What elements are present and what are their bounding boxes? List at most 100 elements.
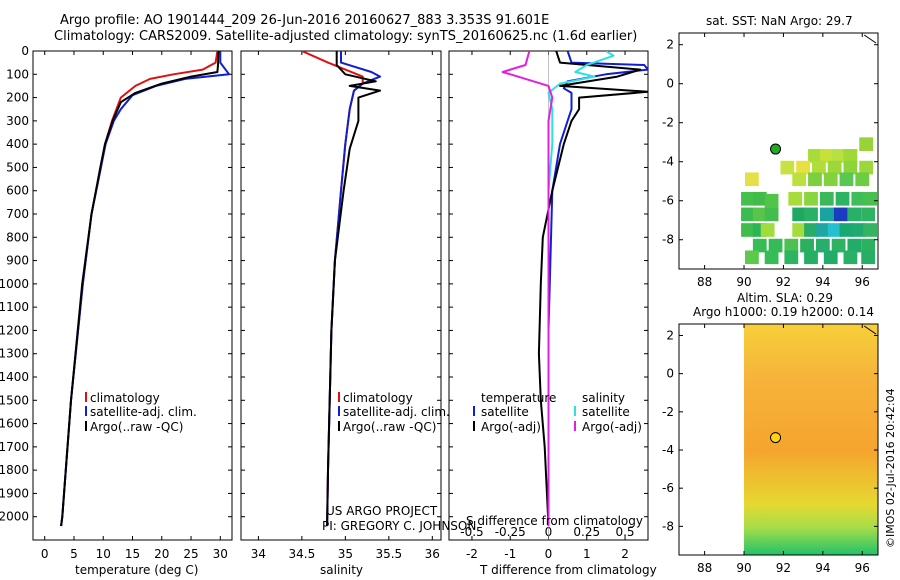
series-group-salinity	[301, 51, 382, 527]
sst-cell	[831, 238, 846, 253]
depth-tick-label: 800	[6, 230, 29, 244]
map-frame-sla_map	[678, 323, 879, 556]
sst-cell	[804, 191, 818, 206]
map-x-tick-label: 92	[776, 561, 791, 575]
x-tick-label-temperature: 30	[213, 547, 228, 561]
sst-cell	[764, 250, 779, 265]
x-tick-label-temperature: 15	[125, 547, 140, 561]
panel-frame-salinity	[240, 50, 442, 541]
map-y-tick-label: 2	[666, 328, 674, 342]
map-y-tick-label: -6	[662, 481, 674, 495]
sst-cell	[808, 172, 822, 187]
sst-cell	[827, 160, 842, 175]
line-satellite-adj-clim-	[326, 51, 382, 527]
map-x-tick-label: 96	[855, 275, 870, 289]
diff-legend-t-argo: Argo(-adj)	[481, 420, 541, 434]
line-argo-raw-qc-	[60, 51, 220, 527]
sst-cell	[804, 223, 818, 237]
x-tick-label-difference: 1	[583, 547, 591, 561]
x-tick-label-temperature: 5	[70, 547, 78, 561]
map-x-tick-label: 94	[815, 275, 830, 289]
sst-cell	[788, 191, 803, 206]
x-tick-label-temperature: 0	[41, 547, 49, 561]
sla-map-subtitle: Argo h1000: 0.19 h2000: 0.14	[693, 305, 874, 319]
map-y-tick-label: -6	[662, 194, 674, 208]
sst-cell	[843, 160, 858, 175]
depth-tick-label: 600	[6, 184, 29, 198]
sst-cell	[815, 238, 830, 253]
sst-cell	[823, 250, 838, 265]
coastline	[863, 34, 877, 44]
map-x-tick-label: 88	[697, 561, 712, 575]
line-argo-raw-qc-	[326, 51, 382, 527]
title-line-1: Argo profile: AO 1901444_209 26-Jun-2016…	[60, 13, 550, 28]
sst-cell	[792, 172, 807, 187]
sst-cell	[861, 238, 876, 253]
line-climatology	[60, 51, 219, 527]
map-y-tick-label: 0	[666, 77, 674, 91]
sst-cell	[843, 250, 858, 265]
sst-cell	[819, 191, 834, 206]
sst-cell	[843, 149, 858, 163]
temp-legend-satellite: satellite-adj. clim.	[90, 405, 197, 419]
s-diff-tick-label: -0.5	[460, 525, 483, 539]
map-y-tick-label: -8	[662, 233, 674, 247]
depth-tick-label: 1700	[0, 440, 29, 454]
sst-cell	[815, 223, 830, 237]
x-tick-label-difference: -1	[504, 547, 516, 561]
sst-cell	[861, 250, 876, 265]
sst-cell	[839, 223, 854, 237]
depth-tick-label: 1000	[0, 277, 29, 291]
profile-location-marker	[770, 143, 782, 155]
temp-legend-climatology: climatology	[90, 391, 160, 405]
temperature-xlabel: temperature (deg C)	[75, 563, 199, 577]
depth-tick-label: 1100	[0, 300, 29, 314]
sst-cell	[861, 207, 876, 222]
profile-location-marker	[770, 432, 782, 444]
line-t-satellite	[547, 51, 648, 526]
x-tick-label-salinity: 35	[338, 547, 353, 561]
x-tick-label-temperature: 25	[183, 547, 198, 561]
series-group-difference	[501, 51, 648, 527]
sst-cell	[835, 191, 850, 206]
sst-cell	[764, 193, 779, 208]
temp-legend-argo: Argo(..raw -QC)	[90, 420, 184, 434]
sst-cell	[851, 191, 866, 206]
project-line-2: PI: GREGORY C. JOHNSON	[322, 519, 477, 533]
map-y-tick-label: -8	[662, 519, 674, 533]
map-x-tick-label: 92	[776, 275, 791, 289]
map-y-tick-label: -2	[662, 116, 674, 130]
depth-tick-label: 400	[6, 137, 29, 151]
depth-tick-label: 200	[6, 91, 29, 105]
sst-cell	[752, 207, 767, 222]
sst-cell	[833, 207, 848, 222]
map-y-tick-label: -4	[662, 155, 674, 169]
depth-tick-label: 700	[6, 207, 29, 221]
depth-tick-label: 2000	[0, 510, 29, 524]
line-s-satellite	[547, 51, 615, 526]
map-x-tick-label: 90	[736, 561, 751, 575]
sst-cell	[808, 149, 822, 163]
sst-cell	[847, 207, 862, 222]
diff-legend-s-argo: Argo(-adj)	[582, 420, 642, 434]
sst-cell	[780, 160, 795, 175]
project-line-1: US ARGO PROJECT	[326, 504, 438, 518]
sst-cell	[859, 160, 874, 175]
sst-cell	[819, 207, 834, 222]
sst-cell	[823, 172, 838, 187]
x-tick-label-difference: -2	[466, 547, 478, 561]
line-s-argo-adj-	[501, 51, 554, 526]
x-tick-label-temperature: 20	[154, 547, 169, 561]
sst-cell	[792, 207, 807, 222]
map-x-tick-label: 90	[736, 275, 751, 289]
sst-cell	[847, 238, 862, 253]
map-y-tick-label: 0	[666, 367, 674, 381]
s-diff-tick-label: 0.25	[573, 525, 600, 539]
line-climatology	[301, 51, 364, 527]
sla-map-title: Altim. SLA: 0.29	[737, 291, 834, 305]
sst-cell	[859, 137, 874, 151]
sal-legend-climatology: climatology	[343, 391, 413, 405]
depth-tick-label: 900	[6, 254, 29, 268]
s-diff-tick-label: -0.25	[495, 525, 526, 539]
